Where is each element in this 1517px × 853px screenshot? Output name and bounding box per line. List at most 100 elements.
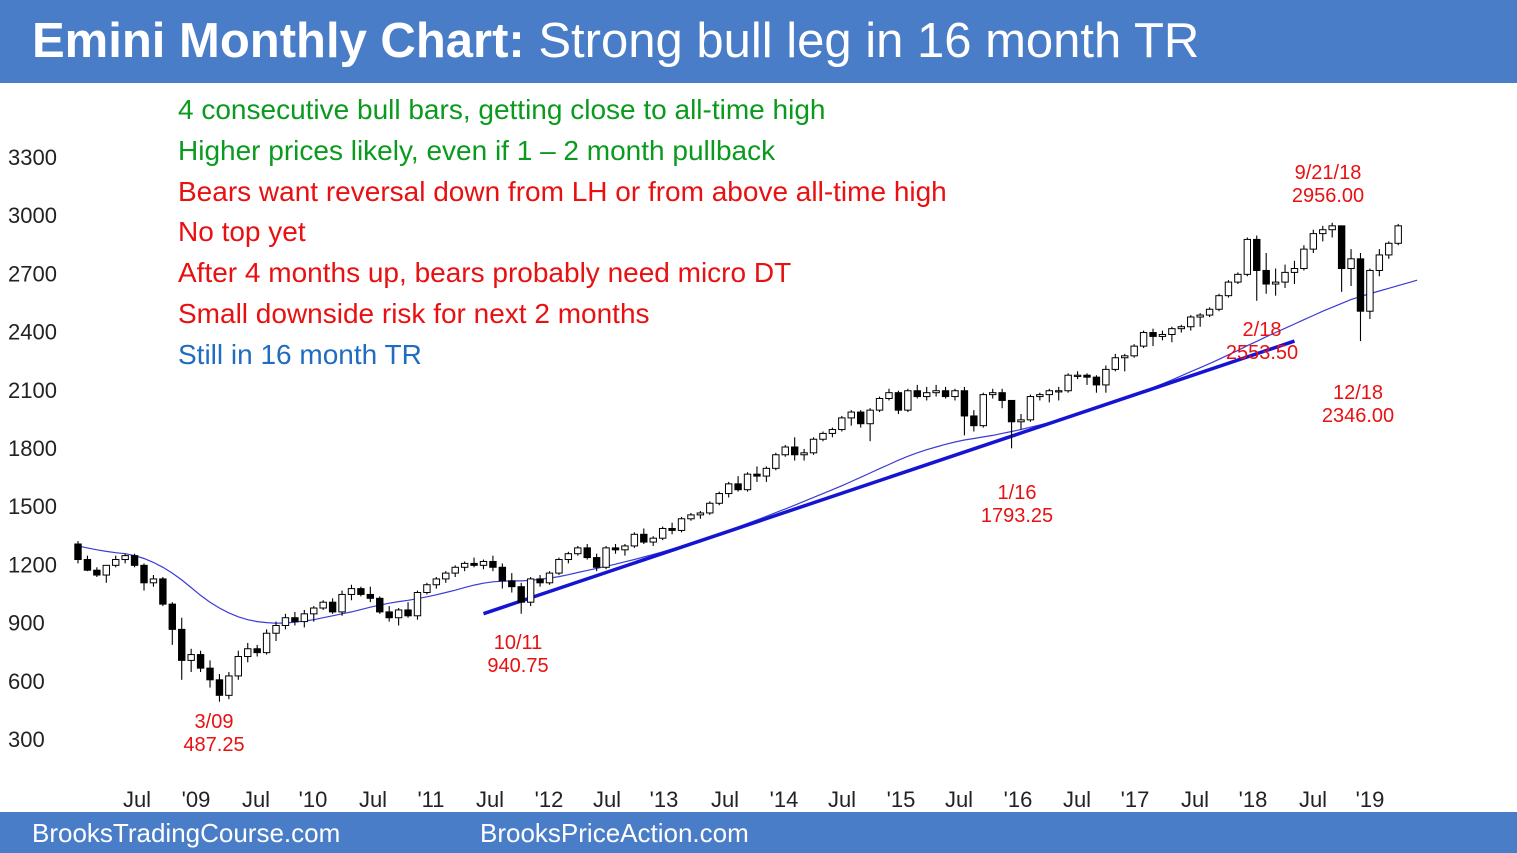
candle — [1347, 249, 1355, 286]
candle-body — [102, 564, 110, 576]
candle-body — [460, 562, 469, 568]
candle — [272, 621, 280, 641]
candle — [1366, 268, 1374, 319]
candle-body — [328, 601, 337, 613]
candle — [1026, 394, 1035, 422]
candle-body — [489, 560, 497, 568]
candle — [1196, 313, 1204, 327]
candle-body — [913, 390, 921, 398]
candle — [545, 571, 554, 585]
candle — [149, 575, 158, 587]
candle-body — [1328, 225, 1336, 231]
candle — [715, 491, 723, 506]
candle — [432, 576, 441, 589]
candle-body — [310, 607, 318, 615]
candle-body — [244, 648, 252, 658]
candle — [1168, 326, 1176, 343]
candle-body — [630, 533, 639, 547]
candle — [564, 551, 573, 564]
candle-body — [706, 502, 714, 514]
candle — [338, 590, 346, 616]
candle-body — [1281, 271, 1289, 283]
candle — [989, 388, 997, 399]
candle — [442, 571, 450, 583]
footer-left-link[interactable]: BrooksTradingCourse.com — [32, 818, 341, 848]
candle — [319, 600, 327, 610]
title-rest: Strong bull leg in 16 month TR — [524, 14, 1200, 68]
candle-body — [262, 632, 271, 654]
y-tick-label: 900 — [8, 611, 45, 636]
candle — [696, 511, 705, 519]
candle — [1017, 414, 1025, 430]
candle — [819, 431, 827, 442]
candle-body — [545, 572, 554, 584]
candle-body — [1337, 225, 1346, 270]
footer-right-link[interactable]: BrooksPriceAction.com — [480, 818, 749, 848]
candle — [800, 448, 808, 461]
chart-title: Emini Monthly Chart: Strong bull leg in … — [32, 10, 1199, 72]
candle-body — [394, 609, 403, 619]
annotation-value: 940.75 — [487, 655, 548, 677]
candle — [611, 544, 620, 554]
candle — [951, 388, 959, 401]
candle — [1064, 373, 1072, 393]
x-tick-label: '19 — [1356, 787, 1385, 812]
candle — [621, 544, 629, 556]
candle-body — [1243, 238, 1252, 275]
candle — [602, 545, 610, 570]
candle — [1253, 235, 1261, 301]
y-tick-label: 2700 — [8, 261, 57, 286]
candle — [1158, 330, 1167, 341]
candle-body — [517, 586, 525, 603]
candle — [1234, 272, 1242, 285]
x-tick-label: Jul — [476, 787, 504, 812]
candle-body — [1187, 316, 1195, 328]
annotation-date: 2/18 — [1243, 319, 1282, 341]
candle — [1177, 324, 1186, 333]
candle — [347, 584, 356, 601]
candle — [291, 611, 299, 626]
candle-body — [951, 390, 959, 398]
candle — [1045, 388, 1053, 403]
candle-body — [1111, 357, 1119, 370]
candle-body — [300, 613, 309, 623]
candle — [536, 575, 544, 587]
candle — [244, 642, 252, 663]
candle-body — [385, 611, 393, 619]
candle — [130, 553, 139, 568]
candle-body — [658, 527, 667, 539]
candle — [1290, 260, 1299, 285]
candle-body — [366, 593, 375, 599]
candle — [838, 415, 846, 432]
candle — [762, 466, 771, 482]
candle — [187, 648, 195, 673]
note-line: Bears want reversal down from LH or from… — [178, 175, 947, 207]
candle — [1139, 330, 1148, 349]
candle-body — [225, 675, 233, 696]
candle-body — [1196, 314, 1204, 318]
annotation-value: 2346.00 — [1322, 405, 1394, 427]
candle-body — [536, 578, 544, 584]
x-tick-label: Jul — [1181, 787, 1209, 812]
note-line: No top yet — [178, 216, 306, 248]
candle — [215, 673, 224, 702]
candle — [1092, 375, 1101, 393]
candle-body — [215, 679, 224, 696]
title-banner: Emini Monthly Chart: Strong bull leg in … — [0, 0, 1517, 83]
candle-body — [800, 452, 808, 456]
candle-body — [178, 628, 186, 661]
candle-body — [376, 597, 384, 613]
candle-body — [234, 656, 243, 677]
x-tick-label: Jul — [945, 787, 973, 812]
candle-body — [923, 392, 931, 398]
candle — [526, 576, 535, 607]
candle-body — [1092, 376, 1101, 386]
candle — [932, 384, 940, 397]
candle — [1356, 253, 1365, 342]
candle — [734, 476, 742, 492]
candle-body — [640, 533, 648, 543]
candle — [1055, 386, 1063, 401]
annotation-date: 10/11 — [494, 632, 543, 654]
candle-body — [762, 467, 771, 477]
candle-body — [442, 572, 450, 580]
